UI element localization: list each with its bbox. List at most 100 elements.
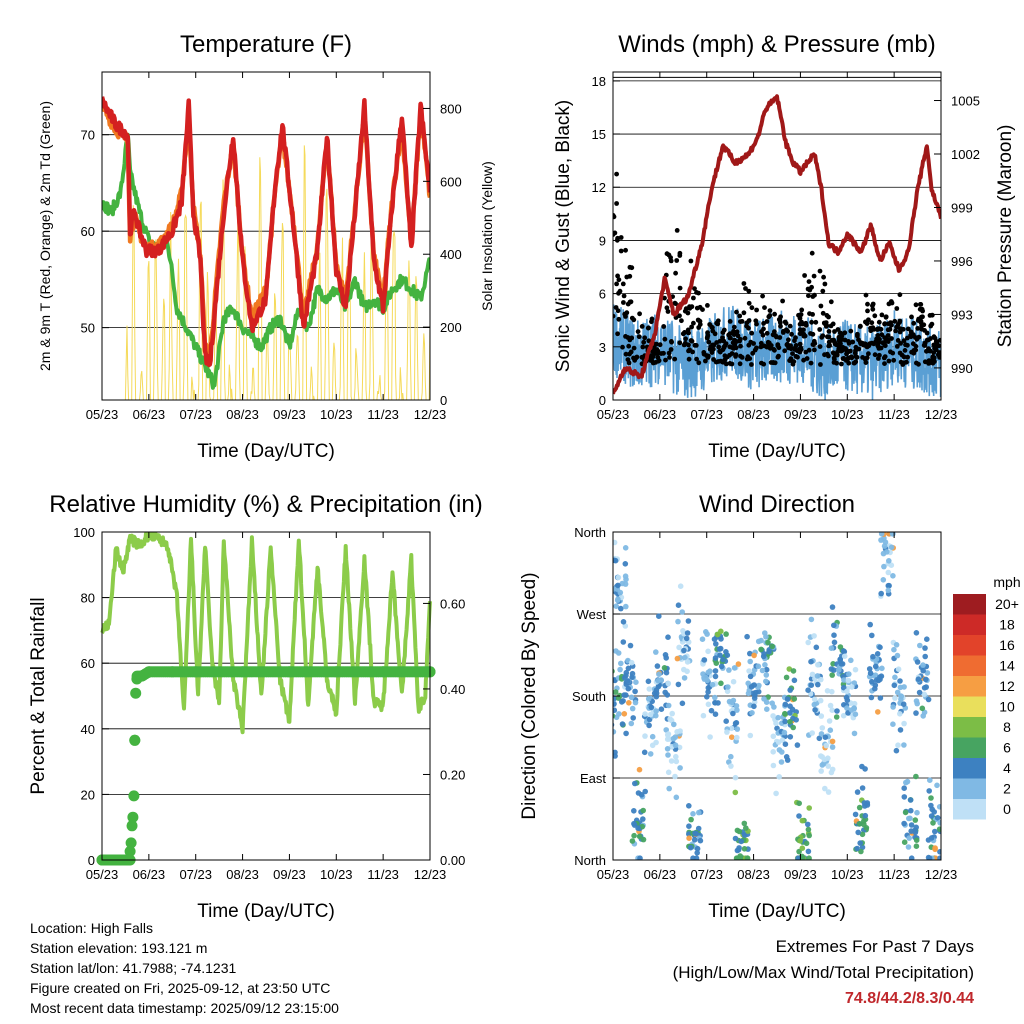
direction-point [782, 718, 788, 725]
direction-point [912, 829, 919, 836]
gust-point [920, 308, 925, 314]
direction-point [732, 720, 739, 727]
gust-point [901, 338, 907, 344]
direction-point [618, 660, 624, 667]
extremes-title: Extremes For Past 7 Days [775, 937, 974, 956]
direction-point [878, 532, 885, 537]
direction-point [747, 732, 754, 739]
gust-point [728, 335, 733, 341]
gust-point [639, 354, 645, 360]
gust-point [818, 303, 824, 309]
direction-point [735, 847, 742, 853]
direction-point [613, 668, 615, 674]
direction-point [872, 682, 879, 688]
y-tick-label: West [577, 607, 607, 622]
direction-point [812, 707, 818, 713]
y-axis-label: Direction (Colored By Speed) [519, 572, 540, 819]
direction-point [629, 838, 636, 844]
gust-point [703, 358, 708, 364]
gust-point [917, 302, 923, 307]
direction-point [928, 835, 935, 841]
gust-point [928, 323, 934, 329]
direction-point [613, 689, 619, 695]
direction-point [695, 825, 702, 832]
direction-point [679, 609, 685, 615]
direction-point [796, 800, 802, 807]
gust-point [905, 335, 910, 341]
plot-frame [101, 71, 431, 401]
gust-point [617, 288, 623, 294]
direction-point [674, 655, 681, 662]
direction-point [846, 671, 852, 677]
direction-point [881, 543, 888, 549]
direction-point [718, 628, 724, 635]
direction-point [725, 684, 731, 690]
gust-point [749, 305, 755, 311]
direction-point [623, 603, 629, 610]
direction-point [895, 742, 901, 748]
direction-point [697, 837, 704, 844]
direction-point [613, 713, 616, 719]
direction-point [912, 817, 919, 823]
direction-point [897, 678, 903, 684]
gust-point [865, 308, 870, 314]
direction-point [787, 718, 793, 725]
direction-point [677, 728, 683, 734]
direction-point [888, 562, 895, 568]
direction-point [880, 577, 887, 583]
direction-point [861, 818, 867, 824]
direction-point [906, 835, 912, 841]
direction-point [718, 636, 724, 642]
gust-point [848, 328, 854, 334]
direction-point [665, 769, 672, 776]
direction-point [925, 696, 932, 703]
direction-point [913, 630, 920, 636]
direction-point [734, 707, 740, 713]
gust-point [662, 336, 668, 342]
y2-tick-label: 1002 [951, 147, 980, 162]
gust-point [817, 268, 823, 274]
gust-point [626, 343, 632, 349]
direction-point [691, 837, 698, 843]
gust-point [657, 342, 663, 348]
gust-point [665, 309, 671, 314]
gust-point [882, 361, 887, 366]
legend-swatch [953, 717, 986, 738]
direction-point [632, 688, 638, 695]
gust-point [754, 307, 759, 313]
direction-point [890, 721, 896, 727]
direction-point [640, 836, 647, 843]
direction-point [818, 731, 825, 737]
direction-point [666, 785, 672, 792]
gust-point [890, 350, 896, 356]
direction-point [818, 768, 824, 774]
direction-point [613, 701, 617, 707]
direction-point [736, 828, 743, 835]
direction-point [786, 666, 793, 672]
x-tick-label: 11/23 [878, 867, 910, 882]
gust-point [901, 354, 907, 360]
gust-point [830, 350, 836, 356]
y2-tick-label: 999 [951, 200, 973, 215]
direction-point [806, 832, 812, 839]
direction-point [808, 616, 815, 623]
y-tick-label: North [574, 853, 606, 868]
x-tick-label: 05/23 [86, 867, 119, 882]
gust-point [744, 320, 750, 326]
gust-point [936, 350, 941, 355]
gust-point [802, 333, 808, 339]
gust-point [627, 264, 633, 270]
legend-label: 10 [999, 699, 1015, 715]
x-tick-label: 08/23 [226, 867, 259, 882]
gust-point [743, 286, 748, 291]
gust-point [677, 285, 683, 291]
direction-point [613, 753, 618, 759]
gust-point [885, 333, 891, 338]
gust-point [679, 318, 684, 324]
direction-point [913, 843, 920, 849]
rainfall-point [127, 811, 139, 823]
direction-point [851, 730, 858, 737]
gust-point [862, 342, 867, 348]
direction-point [639, 823, 646, 830]
direction-point [852, 711, 859, 717]
